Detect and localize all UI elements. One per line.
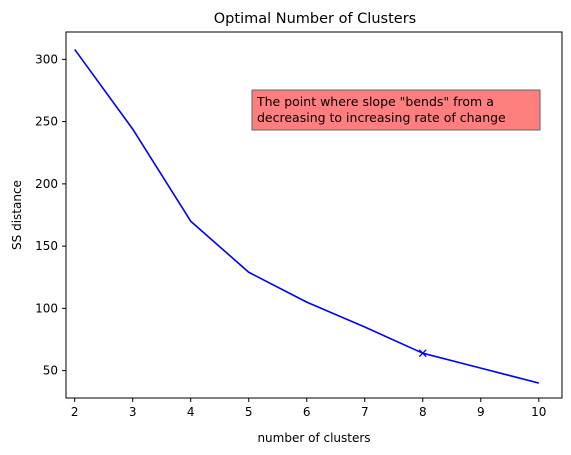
y-tick-label: 50 bbox=[43, 364, 58, 378]
x-tick-label: 10 bbox=[531, 405, 546, 419]
y-tick-label: 250 bbox=[35, 115, 58, 129]
y-tick-label: 300 bbox=[35, 52, 58, 66]
y-tick-label: 100 bbox=[35, 301, 58, 315]
x-tick-label: 2 bbox=[71, 405, 79, 419]
y-tick-label: 150 bbox=[35, 239, 58, 253]
annotation-background bbox=[251, 89, 541, 131]
chart-title: Optimal Number of Clusters bbox=[214, 11, 416, 27]
x-tick-label: 8 bbox=[419, 405, 427, 419]
series-line bbox=[74, 48, 539, 384]
x-tick-label: 9 bbox=[477, 405, 485, 419]
annotation-box: The point where slope "bends" from a dec… bbox=[251, 89, 541, 131]
y-axis-label: SS distance bbox=[10, 180, 24, 250]
x-tick-label: 5 bbox=[245, 405, 253, 419]
x-axis-label: number of clusters bbox=[257, 431, 370, 445]
x-tick-label: 6 bbox=[303, 405, 311, 419]
x-tick-label: 3 bbox=[129, 405, 137, 419]
annotation-line: The point where slope "bends" from a bbox=[256, 94, 494, 109]
x-tick-label: 4 bbox=[187, 405, 195, 419]
plot-area bbox=[65, 31, 563, 399]
x-tick-label: 7 bbox=[361, 405, 369, 419]
annotation-line: decreasing to increasing rate of change bbox=[257, 110, 506, 125]
y-tick-label: 200 bbox=[35, 177, 58, 191]
elbow-point-marker bbox=[418, 349, 427, 358]
